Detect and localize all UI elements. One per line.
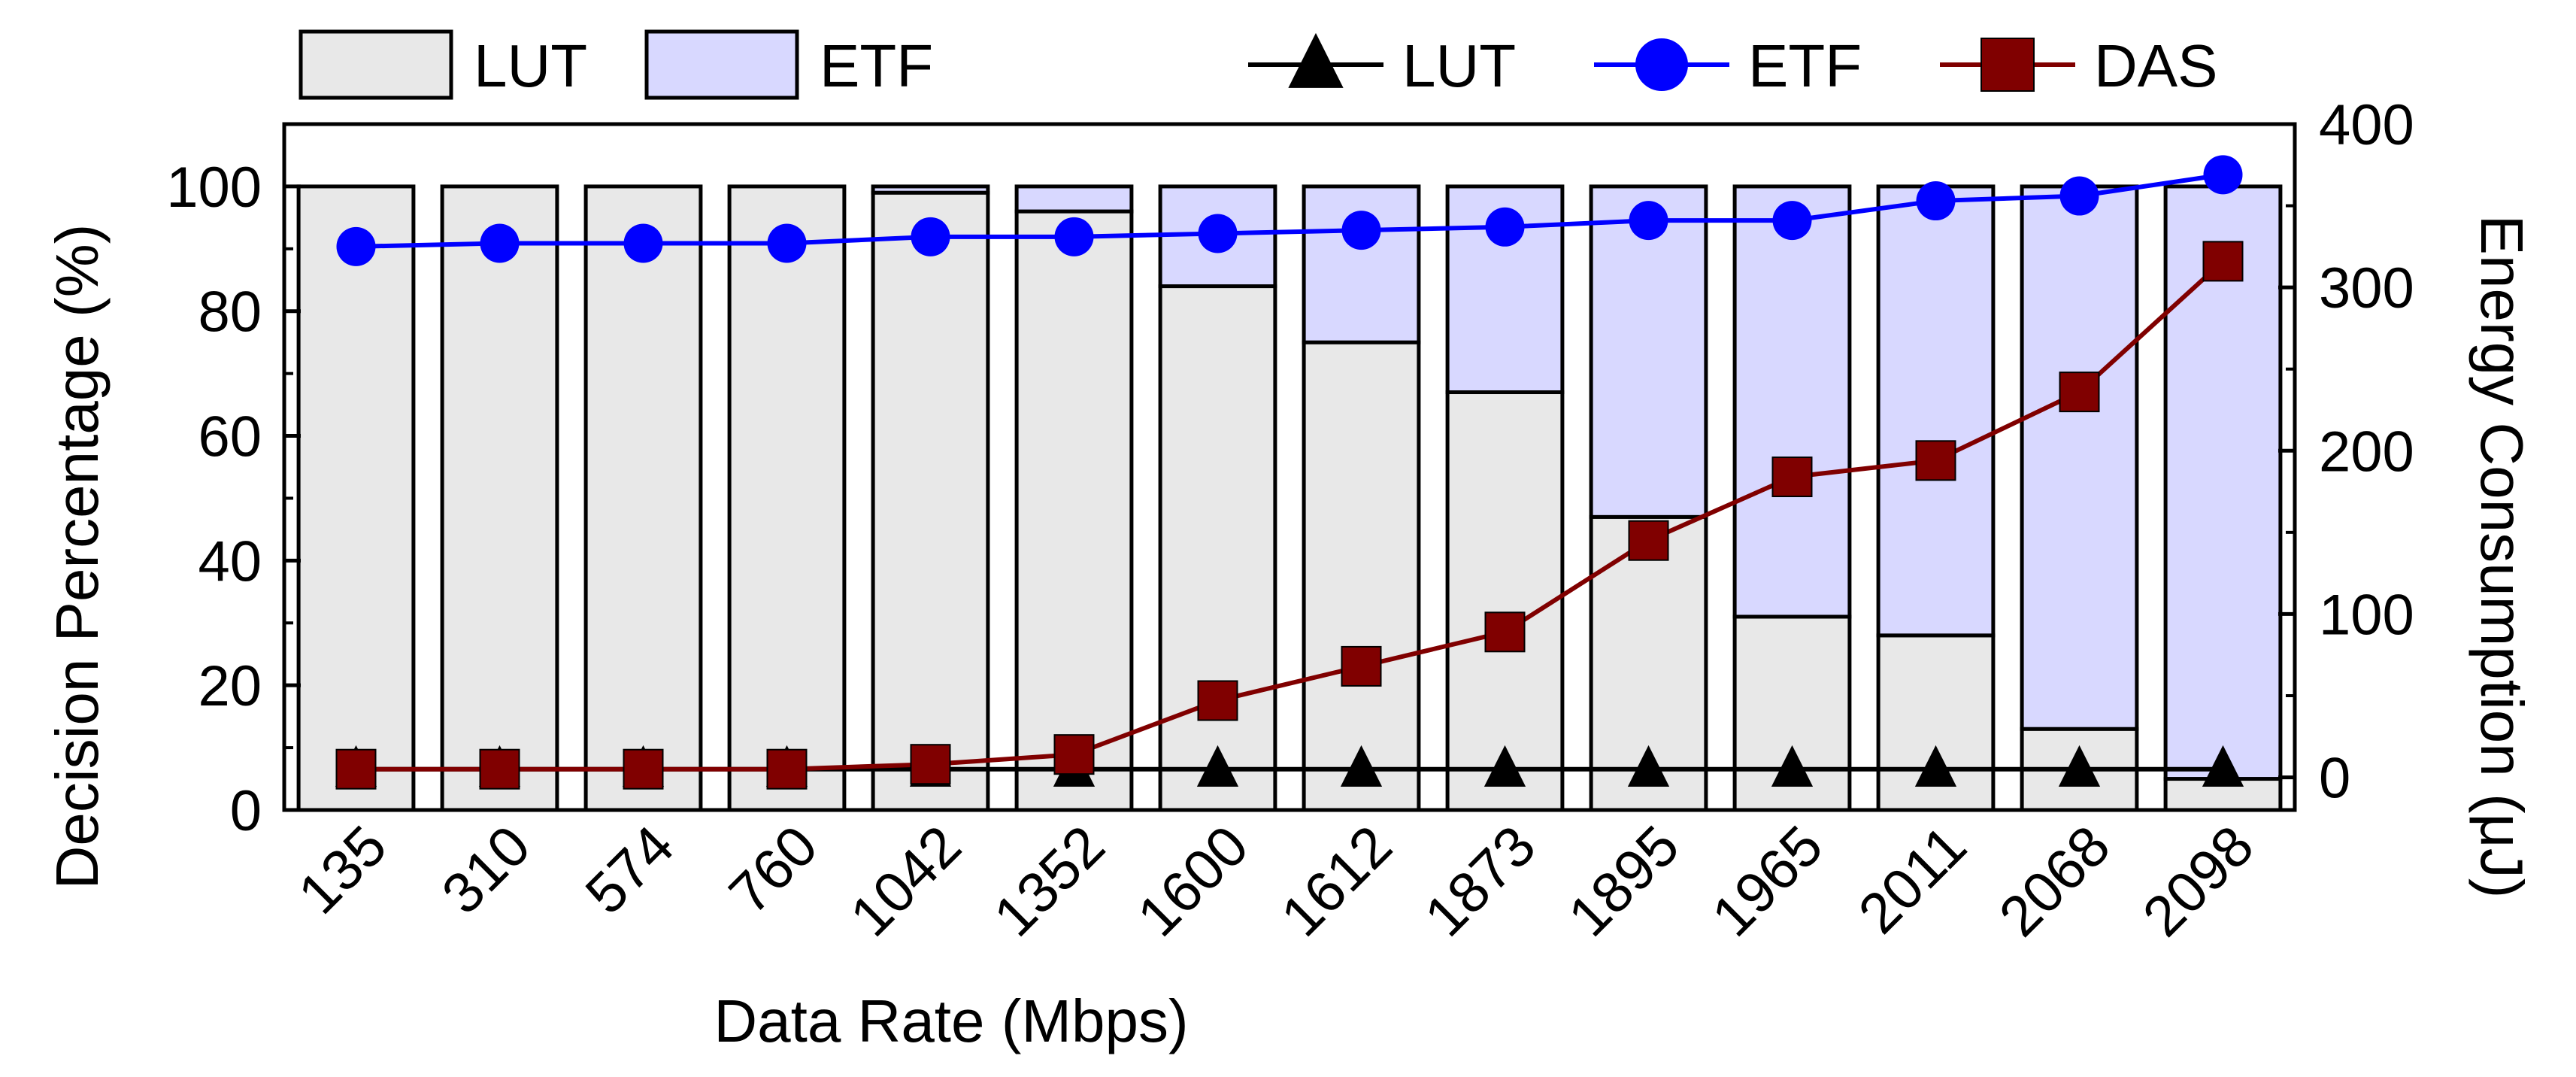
x-tick-label-2068: 2068 [1987, 814, 2123, 949]
x-tick-label-310: 310 [430, 814, 543, 927]
marker-lut-1873 [1483, 745, 1526, 787]
plot-frame [282, 122, 2297, 812]
y2-tick-label-100: 100 [2319, 583, 2414, 647]
marker-lut-1895 [1627, 745, 1670, 787]
marker-lut-2098 [2202, 745, 2244, 787]
y2-tick-label-300: 300 [2319, 256, 2414, 320]
marker-das-1352 [1053, 734, 1095, 775]
marker-lut-1600 [1196, 745, 1239, 787]
legend: LUT ETF LUT ETF DAS [299, 29, 2218, 100]
y-tick-label-60: 60 [198, 405, 262, 469]
legend-line-label-etf: ETF [1748, 32, 1862, 99]
marker-etf-135 [336, 226, 376, 266]
x-tick-label-135: 135 [286, 814, 399, 927]
bar-etf-1965 [1732, 184, 1852, 619]
marker-das-1600 [1197, 680, 1238, 721]
line-etf [356, 172, 2223, 249]
bar-lut-574 [583, 184, 703, 812]
bar-lut-1600 [1158, 284, 1277, 812]
x-tick-label-1873: 1873 [1413, 814, 1548, 949]
bar-etf-1895 [1589, 184, 1708, 519]
marker-etf-1600 [1198, 214, 1238, 253]
x-tick-label-1042: 1042 [838, 814, 974, 949]
y2-tick-label-400: 400 [2319, 93, 2414, 157]
marker-etf-1895 [1629, 201, 1668, 241]
x-tick-label-1600: 1600 [1126, 814, 1261, 949]
x-tick-label-1965: 1965 [1700, 814, 1835, 949]
marker-etf-1042 [911, 217, 950, 256]
marker-etf-1965 [1772, 201, 1812, 241]
bar-lut-1612 [1302, 340, 1421, 812]
bar-lut-135 [296, 184, 416, 812]
marker-das-1895 [1628, 520, 1669, 561]
marker-etf-2068 [2059, 176, 2099, 216]
y2-axis-label: Energy Consumption (μJ) [2468, 215, 2535, 899]
bar-etf-2068 [2020, 184, 2139, 731]
marker-lut-1965 [1771, 745, 1814, 787]
marker-das-310 [479, 748, 520, 790]
x-tick-label-760: 760 [717, 814, 830, 927]
marker-etf-1352 [1054, 217, 1094, 256]
legend-line-label-das: DAS [2094, 32, 2218, 99]
y-tick-label-0: 0 [230, 779, 262, 843]
marker-etf-2011 [1916, 181, 1956, 221]
marker-etf-574 [623, 223, 663, 263]
legend-label-lut: LUT [474, 32, 587, 99]
marker-etf-1873 [1485, 207, 1525, 247]
y-tick-label-100: 100 [166, 156, 262, 220]
legend-marker-etf [1635, 38, 1688, 91]
bar-etf-1612 [1302, 184, 1421, 344]
x-tick-label-2011: 2011 [1847, 814, 1979, 946]
marker-das-1042 [910, 744, 951, 785]
y2-tick-label-0: 0 [2319, 747, 2350, 811]
line-das [356, 259, 2225, 772]
x-tick-label-1352: 1352 [982, 814, 1117, 949]
marker-etf-1612 [1341, 211, 1381, 250]
x-tick-label-1895: 1895 [1556, 814, 1692, 949]
marker-das-1873 [1484, 611, 1526, 653]
marker-das-1612 [1341, 645, 1382, 687]
x-tick-label-2098: 2098 [2131, 814, 2266, 949]
y-tick-label-20: 20 [198, 654, 262, 718]
x-tick-label-1612: 1612 [1269, 814, 1405, 949]
bar-lut-1352 [1014, 209, 1134, 812]
x-axis-label: Data Rate (Mbps) [714, 988, 1188, 1054]
marker-lut-2011 [1914, 745, 1957, 787]
bars-layer [296, 184, 2283, 812]
y-axis-label: Decision Percentage (%) [44, 224, 111, 890]
y-tick-label-80: 80 [198, 281, 262, 344]
marker-das-574 [623, 748, 664, 790]
marker-lut-1612 [1340, 745, 1383, 787]
bar-lut-1873 [1445, 390, 1565, 812]
bar-etf-1042 [871, 184, 990, 195]
marker-das-760 [766, 748, 808, 790]
marker-etf-2098 [2203, 155, 2243, 195]
marker-das-2011 [1915, 440, 1956, 481]
bar-etf-2011 [1876, 184, 1996, 638]
legend-line-label-lut: LUT [1402, 32, 1516, 99]
bar-etf-2098 [2163, 184, 2283, 781]
marker-das-2068 [2059, 372, 2100, 413]
marker-das-1965 [1771, 457, 1813, 498]
marker-das-2098 [2202, 241, 2244, 282]
marker-etf-310 [480, 223, 520, 263]
legend-label-etf: ETF [820, 32, 933, 99]
x-tick-label-574: 574 [574, 814, 686, 927]
bar-lut-310 [440, 184, 559, 812]
bar-lut-760 [727, 184, 847, 812]
lines-layer [335, 155, 2244, 790]
legend-marker-lut [1288, 32, 1344, 88]
marker-das-135 [335, 748, 377, 790]
marker-etf-760 [767, 223, 807, 263]
legend-marker-das [1980, 38, 2035, 92]
marker-lut-2068 [2058, 745, 2101, 787]
legend-swatch-lut [299, 29, 453, 100]
legend-swatch-etf [644, 29, 799, 100]
y2-tick-label-200: 200 [2319, 420, 2414, 484]
y-tick-label-40: 40 [198, 529, 262, 593]
bar-lut-1042 [871, 190, 990, 812]
bar-etf-1352 [1014, 184, 1134, 214]
